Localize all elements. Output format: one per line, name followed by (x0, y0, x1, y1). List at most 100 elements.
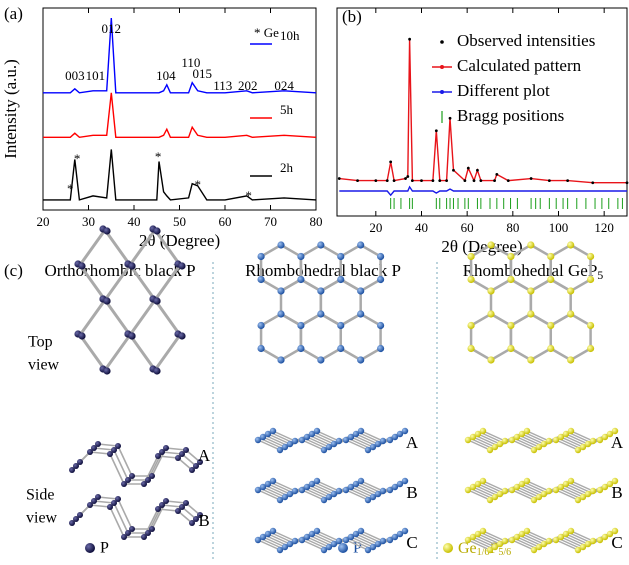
atom (292, 538, 298, 544)
atom (547, 345, 554, 352)
observed-point (467, 167, 470, 170)
atom (317, 241, 324, 248)
view-label: view (28, 357, 60, 374)
asterisk: * (74, 151, 81, 166)
atom (183, 447, 189, 453)
y-axis-label: Intensity (a.u.) (1, 59, 20, 159)
bond (258, 540, 280, 550)
bond (105, 335, 130, 370)
bond (94, 501, 114, 503)
legend-atom (85, 543, 95, 553)
bond (155, 335, 180, 370)
bond (90, 505, 110, 507)
bond (317, 481, 339, 491)
atom (487, 241, 494, 248)
figure: (c) Orthorhombic black P Rhombohedral bl… (0, 0, 629, 565)
bond (258, 490, 280, 500)
atom (270, 428, 276, 434)
title-part: Rhombohedral GeP (463, 261, 598, 280)
bond (307, 537, 329, 547)
atom (153, 297, 160, 304)
bond (94, 448, 114, 450)
atom (257, 345, 264, 352)
atom (270, 528, 276, 534)
atom (78, 332, 85, 339)
asterisk: * (155, 149, 162, 164)
atom (590, 438, 596, 444)
bond (118, 446, 132, 476)
x-tick-label: 80 (310, 214, 323, 229)
bond (346, 440, 368, 450)
observed-point (463, 179, 466, 182)
bond (263, 437, 285, 447)
bond (80, 335, 105, 370)
bond (118, 499, 132, 529)
bond (105, 300, 130, 335)
peak-label: 101 (86, 68, 106, 83)
atom (292, 488, 298, 494)
legend-swatch (440, 65, 444, 69)
column-title: Rhombohedral black P (245, 261, 401, 280)
atom (590, 538, 596, 544)
atom (358, 478, 364, 484)
atom (567, 310, 574, 317)
x-tick-label: 80 (506, 220, 519, 235)
atom (380, 538, 386, 544)
atom (183, 500, 189, 506)
atom (103, 227, 110, 234)
bond (114, 450, 128, 480)
atom (178, 332, 185, 339)
atom (277, 241, 284, 248)
atom (77, 459, 83, 465)
observed-point (420, 179, 423, 182)
legend-label: 2h (280, 160, 294, 175)
atom (527, 310, 534, 317)
legend-label: Bragg positions (457, 106, 564, 125)
atom (527, 241, 534, 248)
atom (487, 310, 494, 317)
bond (556, 540, 578, 550)
bond (312, 484, 334, 494)
atom (587, 345, 594, 352)
x-tick-label: 30 (82, 214, 95, 229)
bond (90, 452, 110, 454)
bond (105, 230, 130, 265)
bond (522, 534, 544, 544)
legend-atom (338, 543, 348, 553)
observed-point (566, 179, 569, 182)
legend-label: Different plot (457, 81, 550, 100)
layer-label: B (406, 483, 417, 502)
observed-point (389, 161, 392, 164)
observed-point (473, 179, 476, 182)
atom (270, 478, 276, 484)
bond (155, 300, 180, 335)
atom (487, 356, 494, 363)
observed-point (435, 129, 438, 132)
peak-label: 003 (65, 68, 85, 83)
bond (162, 452, 182, 454)
bond (512, 540, 534, 550)
atom (524, 528, 530, 534)
atom (467, 253, 474, 260)
bond (356, 484, 378, 494)
bond (263, 487, 285, 497)
atom (129, 473, 135, 479)
bond (130, 300, 155, 335)
bond (307, 437, 329, 447)
atom (357, 356, 364, 363)
atom (547, 276, 554, 283)
atom (507, 322, 514, 329)
atom (95, 441, 101, 447)
atom (567, 287, 574, 294)
observed-point (438, 179, 441, 182)
peak-label: 202 (238, 78, 258, 93)
bond (312, 434, 334, 444)
bond (302, 490, 324, 500)
atom (257, 276, 264, 283)
bond (517, 437, 539, 447)
bond (361, 431, 383, 441)
x-tick-label: 20 (37, 214, 50, 229)
bond (522, 484, 544, 494)
peak-label: 113 (213, 78, 232, 93)
atom (502, 538, 508, 544)
